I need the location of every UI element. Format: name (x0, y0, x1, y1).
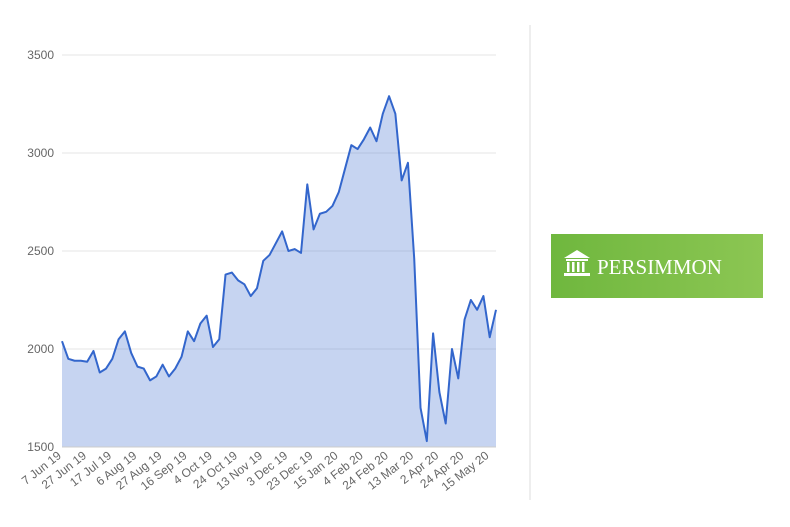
area (62, 96, 496, 447)
y-tick-label: 2500 (27, 244, 54, 258)
logo-text: PERSIMMON (597, 255, 722, 279)
y-tick-label: 1500 (27, 440, 54, 454)
y-tick-label: 3000 (27, 146, 54, 160)
line (61, 95, 497, 443)
logo-box (551, 234, 763, 298)
logo: PERSIMMON (551, 234, 763, 298)
y-tick-label: 3500 (27, 48, 54, 62)
y-tick-label: 2000 (27, 342, 54, 356)
logo-icon (564, 250, 590, 276)
